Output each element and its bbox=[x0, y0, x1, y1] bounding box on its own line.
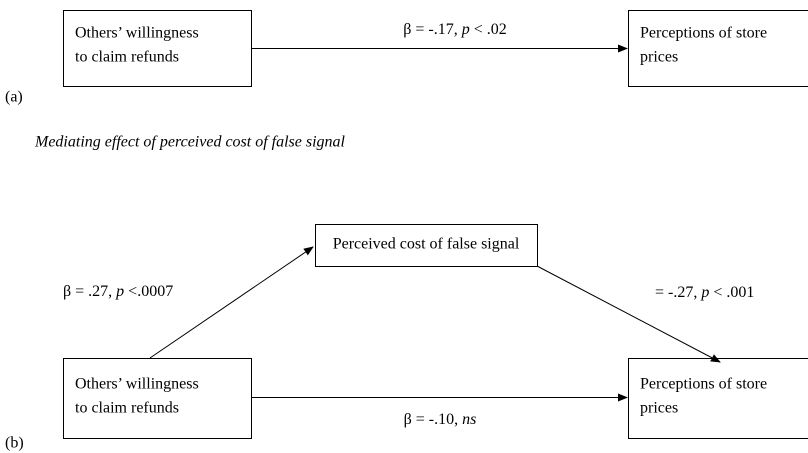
source-line: to claim refunds bbox=[75, 49, 179, 66]
edge-label: = -.27, p < .001 bbox=[655, 284, 754, 301]
panel-a: Others’ willingness to claim refunds Per… bbox=[5, 10, 808, 106]
arrow bbox=[536, 265, 721, 363]
source-box bbox=[63, 10, 252, 87]
target-line: Perceptions of store bbox=[640, 25, 767, 42]
edge-label: β = -.10, ns bbox=[404, 411, 477, 428]
target-box bbox=[628, 358, 808, 439]
target-line: prices bbox=[640, 49, 678, 66]
panel-b: Perceived cost of false signal Others’ w… bbox=[5, 224, 808, 452]
edge-label: β = .27, p <.0007 bbox=[63, 283, 173, 300]
panel-tag: (a) bbox=[5, 89, 23, 106]
target-line: prices bbox=[640, 400, 678, 417]
target-line: Perceptions of store bbox=[640, 376, 767, 393]
heading: Mediating effect of perceived cost of fa… bbox=[34, 134, 346, 151]
source-line: to claim refunds bbox=[75, 400, 179, 417]
source-line: Others’ willingness bbox=[75, 376, 199, 393]
arrow bbox=[149, 246, 314, 359]
mediator-box bbox=[315, 224, 538, 267]
source-line: Others’ willingness bbox=[75, 25, 199, 42]
target-box bbox=[628, 10, 808, 87]
source-box bbox=[63, 358, 252, 439]
panel-tag: (b) bbox=[5, 435, 24, 452]
mediator-label: Perceived cost of false signal bbox=[333, 236, 520, 253]
edge-label: β = -.17, p < .02 bbox=[403, 21, 507, 38]
